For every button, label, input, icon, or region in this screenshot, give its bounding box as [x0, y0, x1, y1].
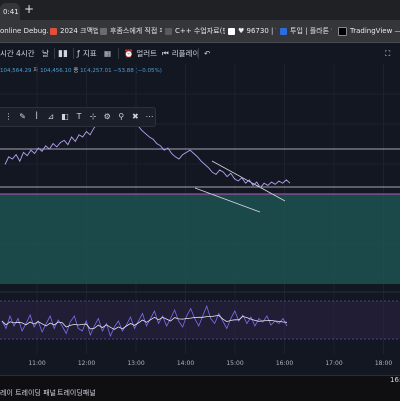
chart-toolbar: 시간 4시간 날 ▮▮ ƒ 지표 ▦ ⏰ 얼러트 ⏮ 리플레이 ↶ ⛶ [0, 43, 400, 65]
settings-icon[interactable]: ⚙ [103, 112, 111, 121]
footer-tab-trading-panel-2[interactable]: 트레이딩패널 [57, 389, 96, 397]
legend-open-value: 104,564.29 [0, 68, 32, 74]
bookmark-item[interactable]: 투입 | 플라톤 업로... [280, 24, 332, 38]
bookmark-icon [338, 26, 347, 36]
legend-low-value: 104,456.10 [40, 68, 72, 74]
replay-icon: ⏮ [162, 48, 169, 58]
replay-button[interactable]: ⏮ 리플레이 [162, 47, 199, 60]
day-interval-button[interactable]: 날 [42, 47, 49, 60]
browser-tab-strip: 0:41 + [0, 0, 400, 20]
bookmark-icon [100, 27, 107, 35]
drawing-toolbar: ⋮ ✎ ꟾ ⊿ ◧ T ⊹ ⚙ ⚲ ✖ ⋯ [0, 107, 156, 127]
interval-short-button[interactable]: 시간 [0, 47, 14, 60]
brush-icon[interactable]: ꟾ [35, 112, 38, 121]
new-tab-button[interactable]: + [23, 2, 35, 16]
alert-button[interactable]: ⏰ 얼러트 [124, 47, 157, 60]
bookmark-label: ♥ 96730 | Trade 편... [238, 27, 276, 35]
trash-icon[interactable]: ✖ [132, 112, 139, 121]
ohlc-legend: 104,564.29 저 104,456.10 종 104,257.01 −53… [0, 66, 162, 76]
day-label: 날 [42, 49, 49, 58]
interval-button[interactable]: 4시간 [16, 47, 35, 60]
toolbar-divider [198, 48, 199, 59]
price-series-line [4, 107, 291, 189]
bookmark-item[interactable]: 2024 크맥법의 하여... [50, 24, 98, 38]
crosshair-icon[interactable]: ⊹ [89, 112, 97, 121]
channel-lower-line[interactable] [194, 187, 261, 213]
price-chart-svg: 11:00 12:00 13:00 14:00 15:00 16:00 17:00 18:00 [0, 64, 400, 367]
bookmark-icon [280, 27, 287, 35]
time-tick-label: 13:00 [127, 360, 144, 367]
bookmark-icon [165, 27, 172, 35]
time-partial: 16:0 [390, 376, 400, 384]
legend-low-label: 저 [33, 68, 39, 74]
text-icon[interactable]: T [76, 112, 82, 121]
bookmarks-bar: online Debug. 2024 크맥법의 하여... 후좀스에게 직접 피… [0, 20, 400, 43]
oscillator-band [0, 301, 400, 339]
time-tick-label: 18:00 [375, 360, 392, 367]
browser-tab[interactable]: 0:41 [0, 3, 20, 20]
pencil-icon[interactable]: ✎ [19, 112, 26, 121]
time-tick-label: 12:00 [78, 360, 95, 367]
highlight-zone[interactable] [0, 194, 400, 284]
legend-change-value: −53.88 (−0.05%) [113, 68, 162, 74]
bookmark-label: 투입 | 플라톤 업로... [290, 27, 332, 35]
footer-tab-trading-panel[interactable]: 레이 트레이딩 패널 [0, 389, 56, 397]
time-axis: 11:00 12:00 13:00 14:00 15:00 16:00 17:00 18:00 [28, 360, 392, 367]
lock-icon[interactable]: ⚲ [118, 112, 125, 121]
color-icon[interactable]: ◧ [61, 112, 69, 121]
interval-short-label: 시간 [0, 49, 14, 58]
bookmark-item[interactable]: ♥ 96730 | Trade 편... [228, 24, 276, 38]
bookmark-item[interactable]: C++ 수업자료(판숭... [165, 24, 225, 38]
replay-label: 리플레이 [171, 49, 200, 58]
interval-label: 4시간 [16, 49, 35, 58]
toolbar-divider [118, 48, 119, 59]
bottom-panel-bar [0, 375, 400, 401]
toolbar-divider [54, 48, 55, 59]
drag-handle-icon[interactable]: ⋮ [4, 112, 13, 121]
bookmark-label: C++ 수업자료(판숭... [175, 27, 225, 35]
indicators-label: 지표 [82, 49, 97, 58]
oscillator-signal-line [1, 314, 288, 330]
templates-icon[interactable]: ▦ [104, 49, 112, 58]
oscillator-line [1, 304, 288, 338]
bookmark-label: online Debug. [0, 27, 48, 35]
indicators-icon: ƒ [77, 49, 80, 58]
bookmark-icon [228, 27, 235, 35]
bookmark-label: 2024 크맥법의 하여... [60, 27, 98, 35]
legend-close-label: 종 [73, 68, 79, 74]
browser-tab-title: 0:41 [3, 7, 19, 16]
bookmark-icon [50, 27, 57, 35]
time-tick-label: 16:00 [276, 360, 293, 367]
alarm-clock-icon: ⏰ [124, 49, 134, 58]
bookmark-item[interactable]: TradingView — Tra... [338, 24, 400, 38]
legend-close-value: 104,257.01 [80, 68, 112, 74]
bookmark-item[interactable]: 후좀스에게 직접 피... [100, 24, 162, 38]
time-tick-label: 15:00 [226, 360, 243, 367]
time-tick-label: 17:00 [325, 360, 342, 367]
indicators-button[interactable]: ƒ 지표 [77, 47, 97, 60]
undo-icon[interactable]: ↶ [204, 49, 211, 58]
chart-type-icon[interactable]: ▮▮ [58, 48, 68, 59]
bookmark-label: 후좀스에게 직접 피... [110, 27, 162, 35]
more-icon[interactable]: ⋯ [145, 112, 154, 121]
alert-label: 얼러트 [136, 49, 158, 58]
time-tick-label: 11:00 [28, 360, 45, 367]
ruler-icon[interactable]: ⊿ [47, 112, 55, 121]
bookmark-item[interactable]: online Debug. [0, 24, 48, 38]
fullscreen-icon[interactable]: ⛶ [385, 48, 391, 58]
time-tick-label: 14:00 [177, 360, 194, 367]
bookmark-label: TradingView — Tra... [350, 27, 400, 35]
toolbar-divider [73, 48, 74, 59]
